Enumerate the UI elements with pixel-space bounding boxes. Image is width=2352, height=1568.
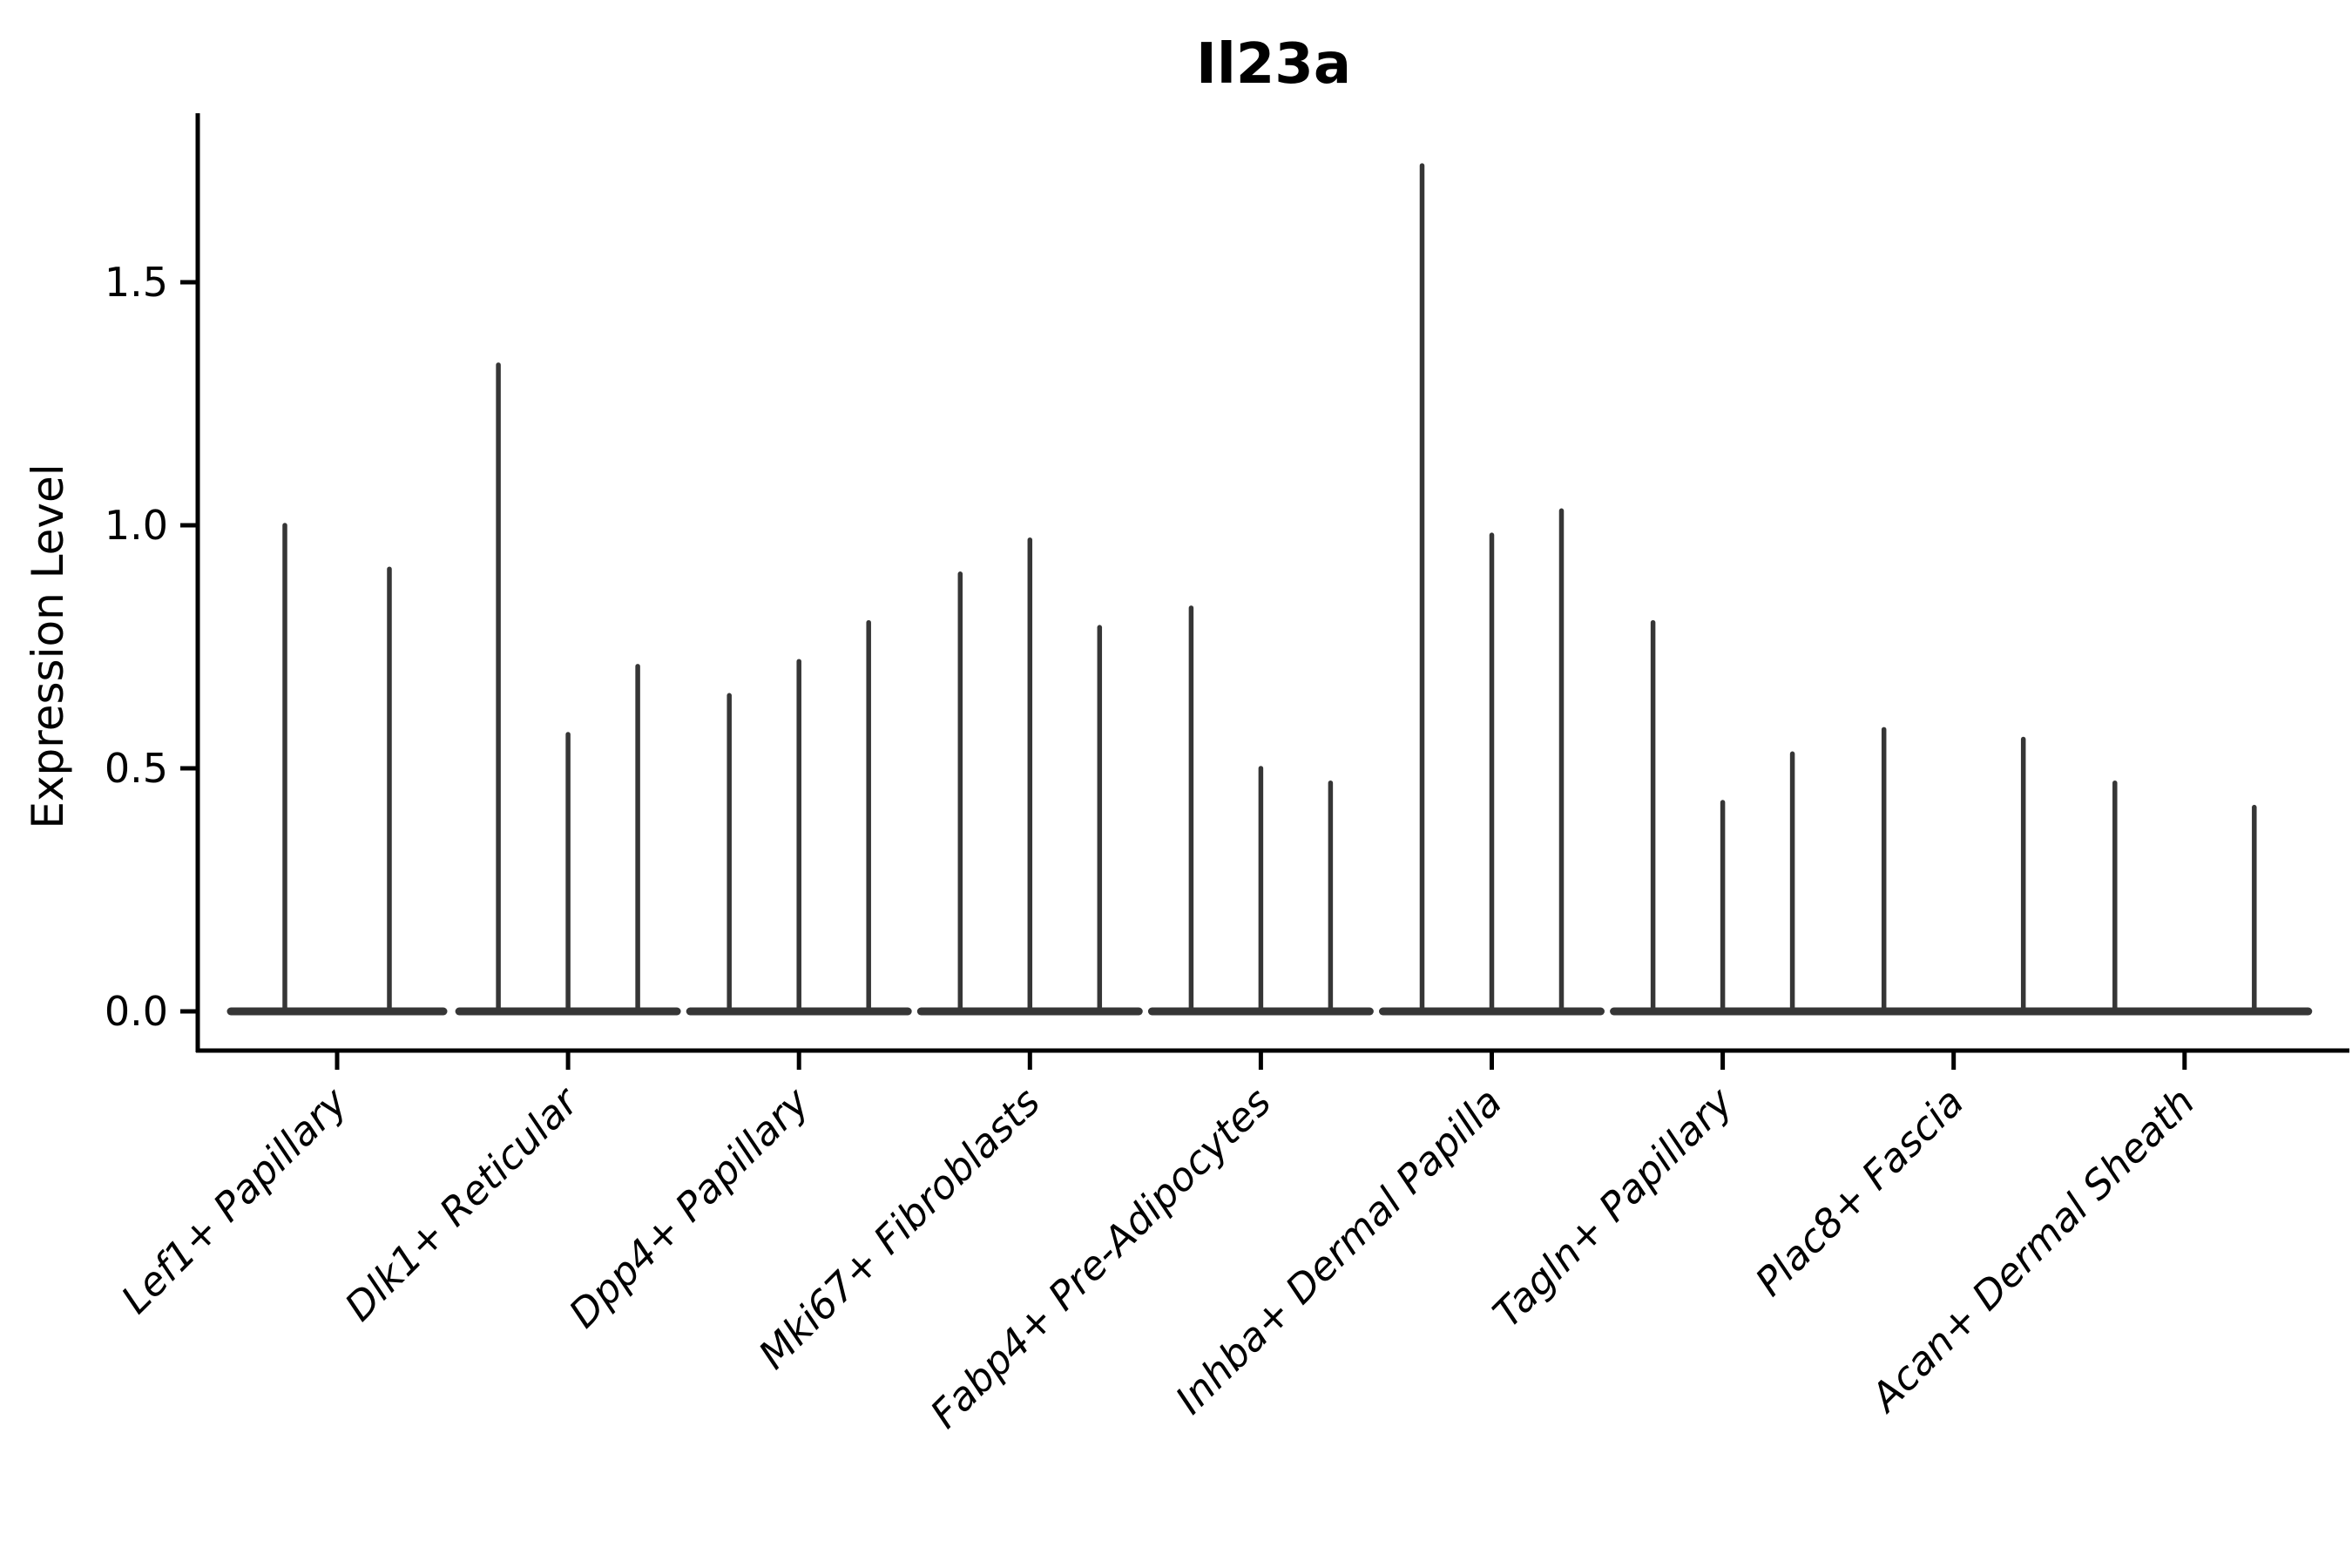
violin-group: [1610, 619, 1836, 1016]
y-axis-label: Expression Level: [23, 463, 73, 828]
x-tick-label: Dlk1+ Reticular: [336, 1078, 589, 1330]
x-tick-label: Tagln+ Papillary: [1484, 1078, 1742, 1336]
violin-group: [1826, 727, 2082, 1016]
violin-group: [2057, 780, 2313, 1016]
violin-group: [226, 523, 448, 1016]
chart-title: Il23a: [1196, 32, 1351, 97]
y-tick-label: 0.0: [105, 988, 168, 1035]
violin-group: [916, 537, 1143, 1016]
x-tick-label: Plac8+ Fascia: [1747, 1078, 1973, 1305]
violin-group: [1379, 163, 1605, 1016]
y-tick-label: 1.5: [105, 259, 168, 306]
y-tick-label: 1.0: [105, 502, 168, 549]
violin-group: [455, 362, 681, 1016]
violin-group: [1147, 605, 1374, 1016]
x-tick-label: Dpp4+ Papillary: [560, 1078, 819, 1336]
x-tick-label: Lef1+ Papillary: [112, 1078, 357, 1322]
violin-group: [686, 619, 912, 1016]
y-tick-label: 0.5: [105, 745, 168, 792]
